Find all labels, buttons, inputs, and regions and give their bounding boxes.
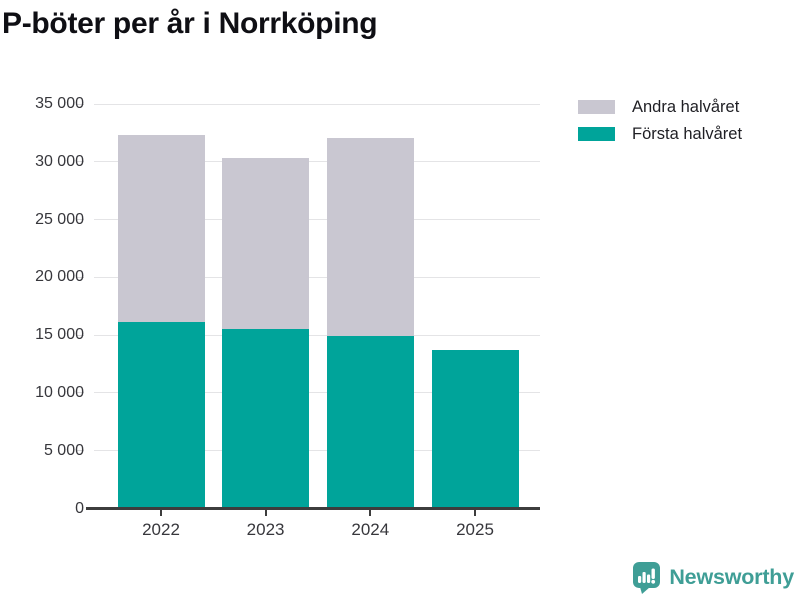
- x-axis-tick-label: 2024: [351, 519, 390, 539]
- brand-logo: Newsworthy: [631, 561, 794, 595]
- chart-title: P-böter per år i Norrköping: [2, 7, 378, 40]
- gridline: [94, 276, 540, 278]
- bar-segment-forsta-halvaret: [222, 329, 310, 509]
- x-axis-tick: [160, 509, 162, 516]
- legend-item-forsta-halvaret: Första halvåret: [578, 124, 743, 143]
- y-axis-tick-label: 20 000: [35, 268, 84, 286]
- y-axis-tick-label: 35 000: [35, 95, 84, 112]
- y-axis-tick: [77, 276, 84, 278]
- gridline: [94, 450, 540, 452]
- x-axis-tick: [474, 509, 476, 516]
- legend: Andra halvåret Första halvåret: [578, 97, 743, 154]
- legend-label-forsta-halvaret: Första halvåret: [632, 124, 743, 143]
- legend-swatch-andra-halvaret: [578, 100, 615, 114]
- x-axis-line: [86, 507, 540, 510]
- y-axis-tick: [77, 334, 84, 336]
- y-axis-tick-label: 15 000: [35, 326, 84, 344]
- y-axis-tick-label: 25 000: [35, 210, 84, 228]
- x-axis-tick-label: 2022: [142, 519, 180, 539]
- x-axis-tick: [369, 509, 372, 516]
- gridline: [94, 334, 540, 336]
- y-axis-tick: [77, 450, 84, 452]
- y-axis-tick: [77, 161, 84, 163]
- y-axis-tick: [77, 392, 84, 394]
- legend-swatch-forsta-halvaret: [578, 127, 615, 141]
- y-axis-tick-label: 5 000: [43, 441, 84, 459]
- x-axis-tick-label: 2023: [246, 519, 285, 539]
- gridline: [94, 103, 540, 105]
- y-axis-tick-label: 0: [75, 499, 84, 517]
- bar-segment-forsta-halvaret: [117, 322, 205, 509]
- gridline: [94, 219, 540, 221]
- gridline: [94, 392, 540, 394]
- bar-segment-forsta-halvaret: [431, 350, 519, 509]
- legend-label-andra-halvaret: Andra halvåret: [632, 97, 740, 116]
- y-axis-tick-label: 30 000: [35, 152, 84, 170]
- gridline: [94, 161, 540, 163]
- bar-segment-andra-halvaret: [222, 158, 310, 330]
- bar-segment-andra-halvaret: [117, 135, 205, 323]
- x-axis-tick-label: 2025: [456, 519, 494, 539]
- bar-segment-andra-halvaret: [326, 137, 414, 337]
- y-axis-tick: [77, 103, 84, 105]
- bar-segment-forsta-halvaret: [326, 336, 414, 509]
- legend-item-andra-halvaret: Andra halvåret: [578, 97, 742, 116]
- newsworthy-logo-icon: [633, 562, 661, 594]
- y-axis-tick-label: 10 000: [35, 383, 84, 401]
- y-axis-tick: [77, 219, 84, 221]
- x-axis-tick: [264, 509, 267, 516]
- brand-name: Newsworthy: [669, 565, 794, 590]
